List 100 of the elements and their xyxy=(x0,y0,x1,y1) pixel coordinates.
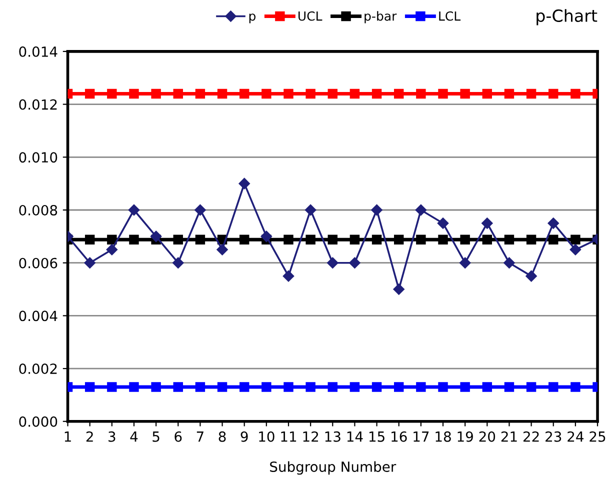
chart-title: p-Chart xyxy=(536,9,598,26)
point xyxy=(328,382,338,392)
point xyxy=(262,88,272,99)
point xyxy=(438,88,448,99)
point xyxy=(416,88,426,99)
x-tick-label: 11 xyxy=(281,432,296,442)
point xyxy=(151,382,161,392)
point xyxy=(394,382,404,392)
point xyxy=(84,257,96,268)
x-tick-label: 7 xyxy=(196,432,204,442)
point xyxy=(282,270,294,282)
point xyxy=(394,234,404,244)
point xyxy=(284,88,294,99)
y-tick-label: 0.000 xyxy=(19,416,58,427)
point xyxy=(129,234,139,244)
point xyxy=(217,88,228,99)
point xyxy=(548,88,558,99)
x-tick-label: 16 xyxy=(392,431,407,442)
x-axis-title: Subgroup Number xyxy=(270,461,396,475)
point xyxy=(173,88,183,99)
point xyxy=(482,218,493,229)
x-tick-label: 15 xyxy=(369,432,384,442)
point xyxy=(526,234,536,244)
point xyxy=(84,88,95,99)
point xyxy=(238,178,250,190)
point xyxy=(150,230,162,242)
point xyxy=(416,234,426,244)
x-tick-label: 12 xyxy=(303,431,318,442)
y-tick-label: 0.002 xyxy=(19,364,57,374)
x-tick-label: 25 xyxy=(590,431,606,442)
point xyxy=(217,382,228,392)
point xyxy=(394,88,404,99)
y-tick-label: 0.008 xyxy=(19,204,58,216)
x-tick-label: 3 xyxy=(108,431,116,442)
point xyxy=(350,382,360,392)
point xyxy=(195,234,206,244)
x-tick-label: 9 xyxy=(240,431,248,442)
point xyxy=(327,257,338,268)
point xyxy=(548,218,559,229)
point xyxy=(173,382,183,392)
legend-label: p xyxy=(249,14,256,24)
point xyxy=(151,88,161,99)
point xyxy=(548,382,558,392)
x-tick-label: 23 xyxy=(546,431,562,442)
y-tick-label: 0.012 xyxy=(19,99,57,110)
x-tick-label: 21 xyxy=(501,431,517,442)
x-tick-label: 4 xyxy=(130,432,138,442)
point xyxy=(349,257,360,268)
point xyxy=(328,234,338,244)
point xyxy=(129,88,139,99)
x-tick-label: 1 xyxy=(64,432,71,442)
point xyxy=(304,204,316,216)
point xyxy=(372,234,382,244)
x-tick-label: 5 xyxy=(152,432,160,442)
x-tick-label: 24 xyxy=(568,431,584,442)
point xyxy=(548,234,558,244)
x-tick-label: 19 xyxy=(458,431,473,442)
point xyxy=(328,88,338,99)
point xyxy=(194,204,206,216)
point xyxy=(84,382,95,392)
point xyxy=(107,234,117,244)
point xyxy=(482,88,492,99)
y-tick-label: 0.014 xyxy=(19,46,58,57)
point xyxy=(570,382,580,392)
point xyxy=(504,257,515,268)
point xyxy=(195,88,206,99)
point xyxy=(106,244,118,256)
x-tick-label: 13 xyxy=(325,431,340,442)
point xyxy=(372,382,382,392)
point xyxy=(526,382,536,392)
point xyxy=(460,382,470,392)
point xyxy=(195,382,206,392)
point xyxy=(570,88,580,99)
point xyxy=(460,88,470,99)
x-tick-label: 17 xyxy=(414,432,429,442)
point xyxy=(284,234,294,244)
point xyxy=(504,382,514,392)
point xyxy=(438,234,448,244)
legend-label: UCL xyxy=(298,11,322,21)
point xyxy=(416,382,426,392)
point xyxy=(350,234,360,244)
point xyxy=(570,244,582,256)
point xyxy=(129,382,139,392)
point xyxy=(437,218,449,229)
x-tick-label: 10 xyxy=(259,431,274,442)
point xyxy=(526,270,537,282)
point xyxy=(526,88,536,99)
point xyxy=(504,88,514,99)
x-tick-label: 8 xyxy=(218,431,226,442)
point xyxy=(482,234,492,244)
y-tick-label: 0.006 xyxy=(19,258,58,268)
legend-label: LCL xyxy=(439,11,461,21)
point xyxy=(460,234,470,244)
x-tick-label: 2 xyxy=(86,431,93,442)
point xyxy=(239,88,250,99)
point xyxy=(172,257,184,268)
point xyxy=(350,88,360,99)
point xyxy=(107,382,117,392)
point xyxy=(482,382,492,392)
point xyxy=(84,234,95,244)
